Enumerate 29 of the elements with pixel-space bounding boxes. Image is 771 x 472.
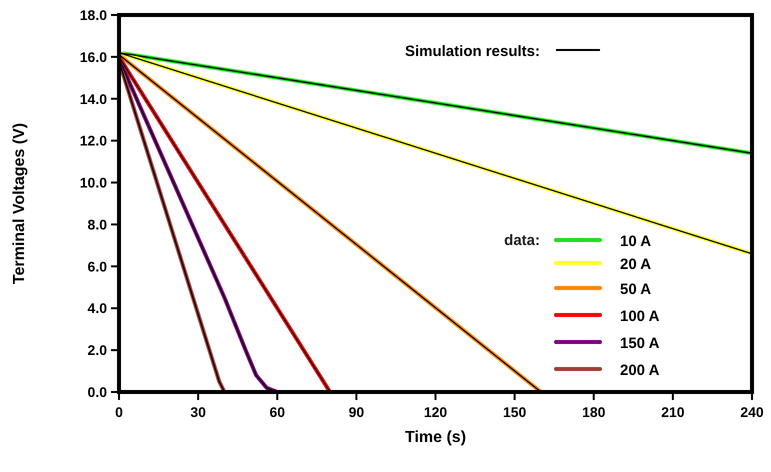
y-tick-label: 2.0	[88, 342, 108, 358]
x-tick-label: 60	[269, 404, 286, 420]
y-tick-label: 6.0	[88, 258, 108, 274]
legend-label: 100 A	[620, 308, 660, 325]
x-tick-label: 150	[502, 404, 527, 420]
legend-title: data:	[504, 232, 540, 249]
legend-label: 150 A	[620, 335, 660, 352]
y-tick-label: 8.0	[88, 216, 108, 232]
legend-label: 20 A	[620, 256, 652, 273]
x-tick-label: 0	[115, 404, 124, 420]
y-tick-label: 10.0	[80, 174, 108, 191]
y-tick-label: 12.0	[80, 132, 108, 149]
y-axis-title: Terminal Voltages (V)	[11, 122, 28, 284]
legend-label: 50 A	[620, 281, 652, 298]
y-tick-label: 0.0	[88, 384, 108, 400]
x-tick-label: 120	[424, 404, 448, 420]
legend-label: 10 A	[620, 233, 652, 250]
y-tick-label: 18.0	[80, 7, 108, 23]
y-tick-label: 16.0	[80, 48, 108, 65]
x-tick-label: 180	[582, 404, 606, 420]
x-tick-label: 240	[740, 404, 764, 420]
legend-label: 200 A	[620, 362, 660, 379]
x-axis-title: Time (s)	[404, 429, 466, 446]
x-tick-label: 30	[190, 404, 206, 420]
y-tick-label: 4.0	[88, 300, 108, 316]
text: Simulation results:	[404, 43, 540, 60]
y-tick-label: 14.0	[80, 90, 108, 107]
x-tick-label: 90	[348, 404, 364, 420]
x-tick-label: 210	[661, 404, 685, 420]
